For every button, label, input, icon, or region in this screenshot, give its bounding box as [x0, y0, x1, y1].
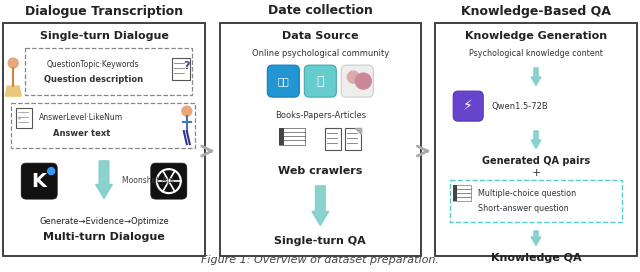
Bar: [25, 48, 192, 95]
FancyArrowPatch shape: [312, 186, 329, 225]
Bar: [453, 189, 457, 193]
Bar: [453, 185, 471, 189]
Text: ?: ?: [184, 61, 190, 71]
Text: Multi-turn Dialogue: Multi-turn Dialogue: [43, 232, 165, 242]
Bar: [279, 136, 284, 141]
Bar: [453, 189, 471, 193]
Text: Figure 1: Overview of dataset preparation.: Figure 1: Overview of dataset preparatio…: [201, 255, 439, 265]
Bar: [325, 128, 341, 150]
Circle shape: [8, 58, 18, 68]
Text: Books-Papers-Articles: Books-Papers-Articles: [275, 111, 366, 120]
Circle shape: [48, 168, 54, 175]
Bar: [453, 185, 457, 189]
Polygon shape: [355, 128, 362, 134]
FancyBboxPatch shape: [151, 163, 187, 199]
Bar: [346, 128, 362, 150]
Bar: [279, 136, 305, 141]
Circle shape: [348, 71, 359, 83]
Bar: [279, 140, 305, 145]
Bar: [453, 197, 457, 201]
FancyBboxPatch shape: [305, 65, 337, 97]
FancyBboxPatch shape: [268, 65, 300, 97]
Circle shape: [182, 106, 192, 116]
Bar: [453, 193, 457, 197]
Bar: [435, 23, 637, 256]
Bar: [172, 58, 190, 80]
Bar: [279, 128, 305, 133]
Bar: [279, 132, 284, 137]
Text: ⚡: ⚡: [463, 99, 473, 113]
Text: ★: ★: [17, 116, 22, 120]
Text: 🐋: 🐋: [317, 75, 324, 88]
Bar: [450, 180, 622, 222]
Text: Psychological knowledge content: Psychological knowledge content: [469, 49, 603, 58]
Text: Online psychological community: Online psychological community: [252, 49, 389, 58]
Polygon shape: [5, 86, 21, 96]
FancyArrowPatch shape: [531, 231, 541, 245]
Bar: [279, 128, 284, 133]
Text: Single-turn QA: Single-turn QA: [275, 236, 366, 246]
Bar: [453, 193, 471, 197]
Text: Generate→Evidence→Optimize: Generate→Evidence→Optimize: [39, 217, 169, 225]
Text: Multiple-choice question: Multiple-choice question: [478, 188, 577, 198]
Text: 知乎: 知乎: [278, 76, 289, 86]
Text: +: +: [531, 168, 541, 178]
FancyBboxPatch shape: [341, 65, 373, 97]
Text: Data Source: Data Source: [282, 31, 358, 41]
Bar: [279, 140, 284, 145]
Text: Answer text: Answer text: [52, 129, 110, 138]
FancyArrowPatch shape: [531, 131, 541, 148]
FancyBboxPatch shape: [21, 163, 57, 199]
Text: Question description: Question description: [44, 75, 143, 84]
Bar: [279, 132, 305, 137]
Text: QuestionTopic·Keywords: QuestionTopic·Keywords: [47, 60, 140, 69]
Text: Knowledge Generation: Knowledge Generation: [465, 31, 607, 41]
Text: Short-answer question: Short-answer question: [478, 204, 569, 213]
Text: Generated QA pairs: Generated QA pairs: [482, 156, 590, 166]
Bar: [220, 23, 421, 256]
Bar: [11, 103, 195, 148]
Bar: [16, 108, 32, 128]
Bar: [3, 23, 205, 256]
Text: Single-turn Dialogue: Single-turn Dialogue: [40, 31, 168, 41]
Text: Date collection: Date collection: [268, 5, 372, 17]
Text: AnswerLevel·LikeNum: AnswerLevel·LikeNum: [39, 113, 124, 122]
Text: Knowledge QA: Knowledge QA: [491, 253, 581, 263]
Text: Web crawlers: Web crawlers: [278, 166, 362, 176]
FancyBboxPatch shape: [453, 91, 483, 121]
Text: Dialogue Transcription: Dialogue Transcription: [25, 5, 183, 17]
Text: K: K: [32, 172, 47, 191]
Circle shape: [355, 73, 371, 89]
Text: Qwen1.5-72B: Qwen1.5-72B: [492, 102, 548, 111]
FancyArrowPatch shape: [531, 68, 541, 85]
Bar: [453, 197, 471, 201]
Text: Moonshot Api: Moonshot Api: [122, 176, 174, 185]
Text: Knowledge-Based QA: Knowledge-Based QA: [461, 5, 611, 17]
FancyArrowPatch shape: [95, 161, 113, 198]
